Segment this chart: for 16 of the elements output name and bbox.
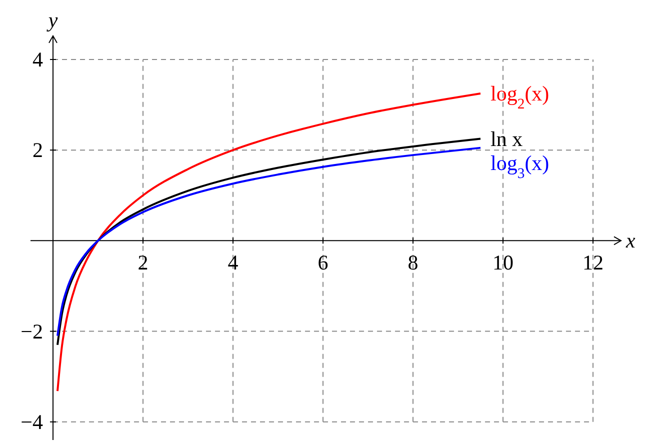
x-tick-label: 6 — [318, 250, 328, 275]
x-tick-label: 8 — [408, 250, 418, 275]
line-series — [56, 92, 482, 392]
x-tick-label: 10 — [492, 250, 514, 275]
x-tick-label: 2 — [138, 250, 148, 275]
y-tick-label: 4 — [32, 47, 44, 72]
series-label: log$_{3}$(x) — [490, 150, 550, 182]
x-tick-label: 4 — [228, 250, 239, 275]
series-label: log$_{2}$(x) — [490, 81, 550, 112]
y-tick-label: 2 — [32, 138, 43, 162]
x-tick-label: 12 — [582, 250, 604, 275]
y-tick-label: −2 — [20, 319, 43, 344]
series-label: ln x — [490, 126, 524, 151]
y-axis-title: y — [46, 8, 58, 32]
x-axis-title: x — [625, 228, 636, 253]
y-tick-label: −4 — [20, 410, 44, 434]
